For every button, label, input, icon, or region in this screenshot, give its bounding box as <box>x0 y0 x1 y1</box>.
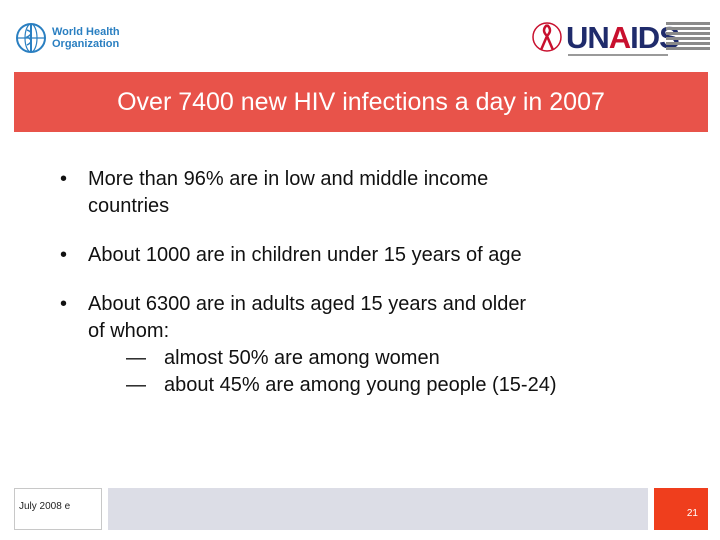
unaids-tagline-mark <box>568 54 668 56</box>
sub-bullet-text: almost 50% are among women <box>164 347 440 369</box>
unaids-a: A <box>608 20 631 55</box>
bullet-text-continued: countries <box>88 195 170 217</box>
unaids-wordmark: UNAIDS <box>566 20 680 55</box>
dash-icon: — <box>126 347 146 369</box>
bullet-text: More than 96% are in low and middle inco… <box>88 168 489 190</box>
who-logo: World Health Organization <box>14 18 124 58</box>
title-banner: Over 7400 new HIV infections a day in 20… <box>14 72 708 132</box>
bullet-item: • More than 96% are in low and middle in… <box>60 166 700 220</box>
bullet-text-continued: of whom: <box>88 320 170 342</box>
dash-icon: — <box>126 374 146 396</box>
page-number: 21 <box>654 488 708 530</box>
who-name: World Health Organization <box>52 26 120 50</box>
unaids-cosponsor-list <box>666 22 710 52</box>
bullet-item: • About 6300 are in adults aged 15 years… <box>60 291 700 399</box>
footer-bar <box>108 488 648 530</box>
red-ribbon-icon <box>532 22 562 52</box>
bullet-dot-icon: • <box>60 293 68 315</box>
unaids-prefix: UN <box>566 20 610 55</box>
bullet-list: • More than 96% are in low and middle in… <box>60 166 700 399</box>
footer-date: July 2008 e <box>14 488 102 530</box>
unaids-logo: UNAIDS <box>532 20 712 60</box>
who-name-line2: Organization <box>52 38 120 50</box>
who-name-line1: World Health <box>52 26 120 38</box>
sub-bullet-text: about 45% are among young people (15-24) <box>164 374 557 396</box>
who-emblem-icon <box>16 23 46 53</box>
bullet-dot-icon: • <box>60 168 68 190</box>
bullet-text: About 1000 are in children under 15 year… <box>88 244 522 266</box>
slide-footer: July 2008 e 21 <box>14 488 708 530</box>
slide-title: Over 7400 new HIV infections a day in 20… <box>117 87 605 116</box>
sub-bullet-item: — about 45% are among young people (15-24… <box>126 372 700 399</box>
bullet-dot-icon: • <box>60 244 68 266</box>
sub-bullet-item: — almost 50% are among women <box>126 345 700 372</box>
bullet-item: • About 1000 are in children under 15 ye… <box>60 242 700 269</box>
bullet-text: About 6300 are in adults aged 15 years a… <box>88 293 527 315</box>
